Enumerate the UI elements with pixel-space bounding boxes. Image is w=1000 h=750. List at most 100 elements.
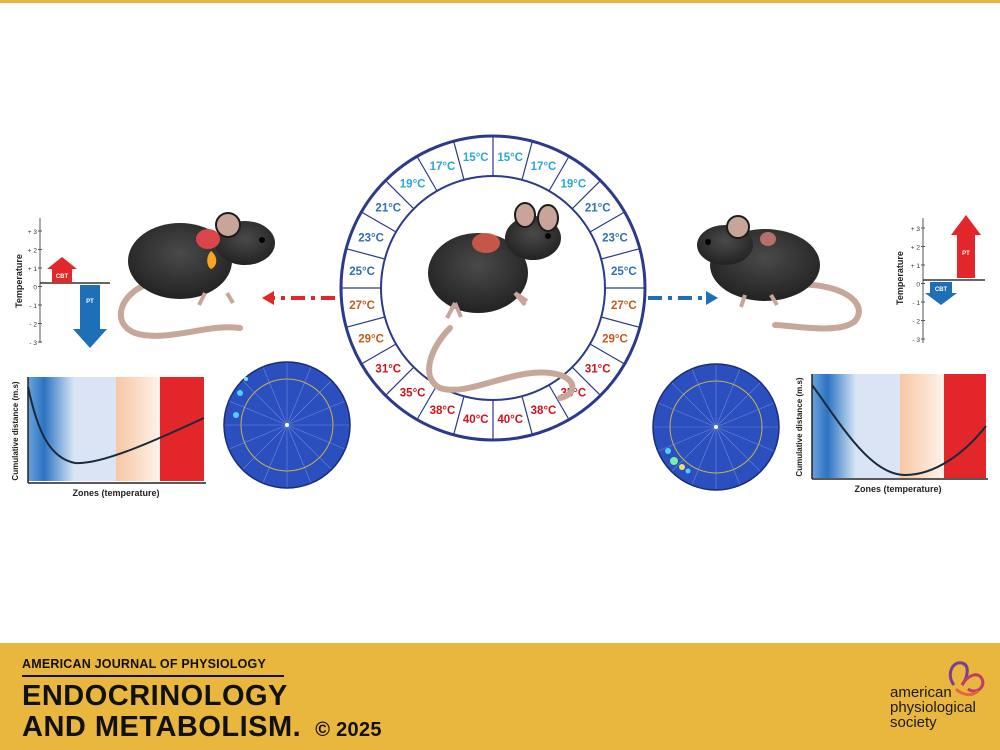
left-temp-axis-label: Temperature: [14, 254, 24, 308]
center-mouse: [426, 202, 576, 401]
polar-spoke: [691, 426, 717, 486]
ring-temp-label: 31°C: [585, 363, 611, 375]
ring-divider: [548, 384, 570, 420]
polar-center: [285, 423, 289, 427]
right-pt-arrow: [951, 215, 981, 278]
polar-spoke: [228, 424, 288, 450]
temp-tick-label: + 3: [28, 229, 38, 236]
polar-spoke: [671, 382, 717, 428]
temp-tick-label: - 3: [912, 337, 920, 344]
series-rule: [22, 675, 284, 677]
ring-dividers: [341, 136, 645, 440]
series-title: AMERICAN JOURNAL OF PHYSIOLOGY: [22, 657, 266, 671]
temp-tick-label: + 3: [911, 226, 921, 233]
polar-spoke: [286, 424, 332, 470]
ring-divider: [453, 396, 465, 435]
ring-divider: [601, 248, 640, 260]
left-cbt-arrow: [47, 257, 77, 283]
society-line1: american: [890, 684, 952, 701]
ring-divider: [571, 366, 601, 396]
ring-temp-label: 23°C: [602, 232, 628, 244]
temp-tick-label: + 1: [28, 266, 38, 273]
ring-temp-label: 38°C: [430, 405, 456, 417]
right-pt-label: PT: [962, 251, 970, 257]
polar-spoke: [242, 380, 288, 426]
polar-spoke: [286, 424, 346, 450]
ring-divider: [548, 156, 570, 192]
left-cbt-label: CBT: [56, 274, 69, 280]
right-temperature-chart: + 3 + 2 + 1 0 - 1 - 2 - 3 Temperature CBT PT: [895, 215, 985, 344]
polar-spoke: [691, 368, 717, 428]
left-graph-xlabel: Zones (temperature): [72, 488, 159, 498]
aps-logo-icon: [948, 661, 985, 697]
temp-tick-label: + 2: [911, 245, 921, 252]
temp-tick-label: - 2: [29, 322, 37, 329]
arrow-left-red: [262, 291, 335, 305]
right-mouse: [697, 215, 862, 332]
ring-temperature-labels: 15°C 17°C 19°C 21°C 23°C 25°C 27°C 29°C 31°C 35°C…: [349, 152, 636, 426]
ring-temp-label: 38°C: [531, 405, 557, 417]
abstract-svg: 15°C 17°C 19°C 21°C 23°C 25°C 27°C 29°C 31°C 35°C…: [11, 134, 988, 498]
ring-temp-label: 21°C: [585, 203, 611, 215]
left-pt-arrow: [73, 285, 107, 348]
society-name: american physiological society: [890, 685, 976, 730]
ring-temp-label: 27°C: [349, 300, 375, 312]
right-graph-xlabel: Zones (temperature): [854, 484, 941, 494]
right-polar-plot: [652, 363, 780, 491]
ring-temp-label: 35°C: [400, 388, 426, 400]
temp-tick-label: 0: [33, 285, 37, 292]
polar-spoke: [228, 400, 288, 426]
ring-temp-label: 15°C: [497, 152, 523, 164]
copyright: © 2025: [315, 719, 382, 741]
polar-spoke: [715, 426, 761, 472]
left-mouse: [117, 212, 275, 339]
polar-spoke: [286, 424, 312, 484]
journal-footer: AMERICAN JOURNAL OF PHYSIOLOGY ENDOCRINO…: [0, 643, 1000, 750]
top-accent-line: [0, 0, 1000, 3]
left-graph-ylabel: Cumulative distance (m.s): [11, 381, 20, 480]
ring-temp-label: 40°C: [497, 414, 523, 426]
left-zone-graph: Cumulative distance (m.s) Zones (tempera…: [11, 377, 206, 498]
polar-spoke: [715, 382, 761, 428]
left-polar-plot: [223, 361, 351, 489]
ring-divider: [346, 316, 385, 328]
ring-divider: [571, 180, 601, 210]
polar-spoke: [715, 426, 775, 452]
right-cbt-arrow: [925, 282, 957, 305]
polar-spoke: [657, 426, 717, 452]
ring-temp-label: 19°C: [561, 178, 587, 190]
temp-tick-label: - 3: [29, 340, 37, 347]
ring-divider: [385, 180, 415, 210]
society-line3: society: [890, 714, 937, 731]
right-temp-axis-label: Temperature: [895, 251, 905, 305]
journal-title-line1: ENDOCRINOLOGY: [22, 680, 288, 712]
ring-temp-label: 17°C: [430, 161, 456, 173]
right-cbt-label: CBT: [935, 287, 948, 293]
ring-divider: [521, 141, 533, 180]
ring-temp-label: 21°C: [375, 203, 401, 215]
journal-title-line2-text: AND METABOLISM.: [22, 711, 302, 743]
ring-divider: [589, 211, 625, 233]
polar-spoke: [715, 402, 775, 428]
polar-spoke: [671, 426, 717, 472]
polar-center: [714, 425, 718, 429]
ring-divider: [453, 141, 465, 180]
right-zone-graph: Cumulative distance (m.s) Zones (tempera…: [795, 374, 988, 494]
polar-spoke: [715, 368, 741, 428]
ring-temp-label: 17°C: [531, 161, 557, 173]
ring-temp-label: 40°C: [463, 414, 489, 426]
ring-temp-label: 31°C: [375, 363, 401, 375]
polar-spoke: [262, 366, 288, 426]
polar-spoke: [286, 400, 346, 426]
temp-tick-label: + 2: [28, 248, 38, 255]
polar-spoke: [242, 424, 288, 470]
polar-spoke: [715, 426, 741, 486]
polar-spoke: [286, 380, 332, 426]
polar-spoke: [657, 402, 717, 428]
ring-temp-label: 25°C: [349, 266, 375, 278]
ring-divider: [361, 343, 397, 365]
ring-divider: [589, 343, 625, 365]
ring-temp-label: 15°C: [463, 152, 489, 164]
temp-tick-label: - 2: [912, 319, 920, 326]
ring-divider: [416, 156, 438, 192]
